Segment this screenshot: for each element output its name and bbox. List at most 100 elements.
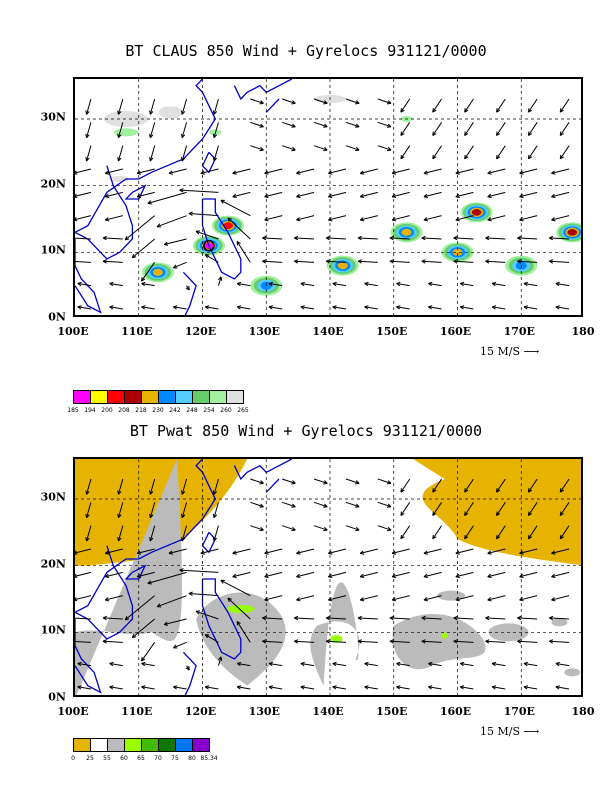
wind-vector-head [389, 259, 394, 264]
wind-vector [102, 640, 123, 643]
wind-vector-head [117, 157, 122, 162]
wind-vector-head [364, 685, 369, 690]
colorbar-pwat [73, 738, 210, 752]
wind-vector-head [131, 633, 137, 639]
wind-vector [236, 241, 251, 263]
x-tick-label: 150E [376, 325, 408, 338]
wind-vector [328, 548, 347, 554]
wind-vector [264, 548, 283, 554]
wind-vector [268, 306, 283, 310]
wind-vector-head [179, 568, 184, 573]
wind-vector-head [173, 305, 178, 310]
wind-vector-head [551, 597, 556, 602]
x-tick-label: 140E [312, 705, 344, 718]
wind-vector-head [519, 573, 524, 579]
colorbar-label: 65 [137, 755, 145, 762]
colorbar-swatch [141, 390, 159, 404]
wind-vector [217, 276, 222, 286]
y-tick-label: 10N [40, 243, 66, 257]
wind-vector [432, 478, 442, 493]
wind-vector-head [359, 597, 365, 602]
wind-vector-head [487, 217, 492, 222]
wind-vector [109, 282, 123, 287]
wind-vector [423, 191, 442, 198]
wind-vector [237, 662, 251, 667]
wind-vector [428, 306, 442, 310]
pwat-map [75, 459, 581, 695]
plot-area-pwat [73, 457, 583, 697]
wind-vector [105, 595, 123, 601]
wind-vector-head [559, 108, 564, 113]
wind-vector [86, 502, 92, 518]
wind-vector-head [325, 615, 331, 621]
reference-arrow-icon: ⟶ [523, 345, 540, 358]
wind-vector [213, 525, 219, 542]
wind-vector-head [141, 661, 146, 667]
wind-vector-head [268, 685, 273, 690]
wind-vector [396, 686, 410, 690]
wind-vector-head [400, 131, 405, 136]
wind-vector-head [124, 236, 130, 241]
wind-vector [105, 191, 123, 198]
wind-vector-head [296, 573, 301, 579]
wind-vector-head [124, 616, 130, 621]
wind-vector [464, 145, 474, 160]
wind-vector [400, 98, 411, 113]
wind-vector-head [232, 573, 237, 579]
cloud-cluster-core [401, 229, 412, 236]
wind-vector [432, 122, 442, 136]
wind-vector [117, 502, 124, 518]
wind-vector [464, 98, 474, 113]
wind-vector [400, 122, 411, 136]
wind-vector [453, 640, 474, 643]
wind-vector-head [391, 217, 397, 222]
wind-vector-head [551, 573, 556, 579]
wind-vector-head [264, 597, 269, 602]
wind-vector-head [236, 661, 242, 667]
wind-vector [421, 237, 442, 240]
wind-vector-head [236, 685, 242, 690]
x-tick-label: 160E [439, 325, 472, 338]
wind-vector [250, 98, 264, 104]
wind-vector [464, 525, 474, 540]
wind-vector-head [147, 580, 152, 585]
wind-vector [294, 260, 315, 263]
wind-vector [262, 640, 283, 643]
wind-vector-head [355, 480, 360, 485]
wind-vector [232, 571, 251, 578]
wind-vector [527, 145, 538, 160]
wind-vector-head [355, 503, 360, 508]
colorbar-label: 80 [188, 755, 196, 762]
wind-vector-head [149, 133, 154, 139]
wind-vector-head [131, 253, 137, 259]
wind-vector-head [236, 621, 241, 626]
wind-vector [326, 237, 346, 240]
wind-vector-head [496, 154, 501, 160]
wind-vector [332, 306, 347, 310]
wind-vector [179, 189, 219, 193]
wind-vector-head [75, 170, 78, 175]
wind-vector [75, 191, 92, 197]
wind-vector-head [147, 200, 152, 205]
wind-vector-head [117, 110, 122, 115]
wind-vector [213, 98, 219, 115]
wind-vector-head [109, 661, 114, 667]
wind-vector [423, 215, 442, 221]
wind-vector-head [264, 170, 269, 175]
wind-vector-head [485, 639, 490, 644]
wind-vector-head [400, 511, 405, 516]
wind-vector [75, 571, 92, 577]
wind-vector-head [396, 661, 401, 667]
wind-vector-head [432, 511, 437, 516]
wind-vector [294, 640, 315, 643]
wind-vector-head [259, 100, 264, 105]
wind-vector [517, 237, 538, 240]
wind-vector [75, 640, 91, 643]
wind-vector [237, 306, 251, 310]
wind-vector [141, 642, 156, 662]
wind-vector [559, 122, 570, 136]
wind-vector [109, 686, 123, 690]
wind-vector-head [149, 157, 154, 162]
wind-vector [237, 282, 251, 287]
wind-vector [391, 571, 410, 578]
